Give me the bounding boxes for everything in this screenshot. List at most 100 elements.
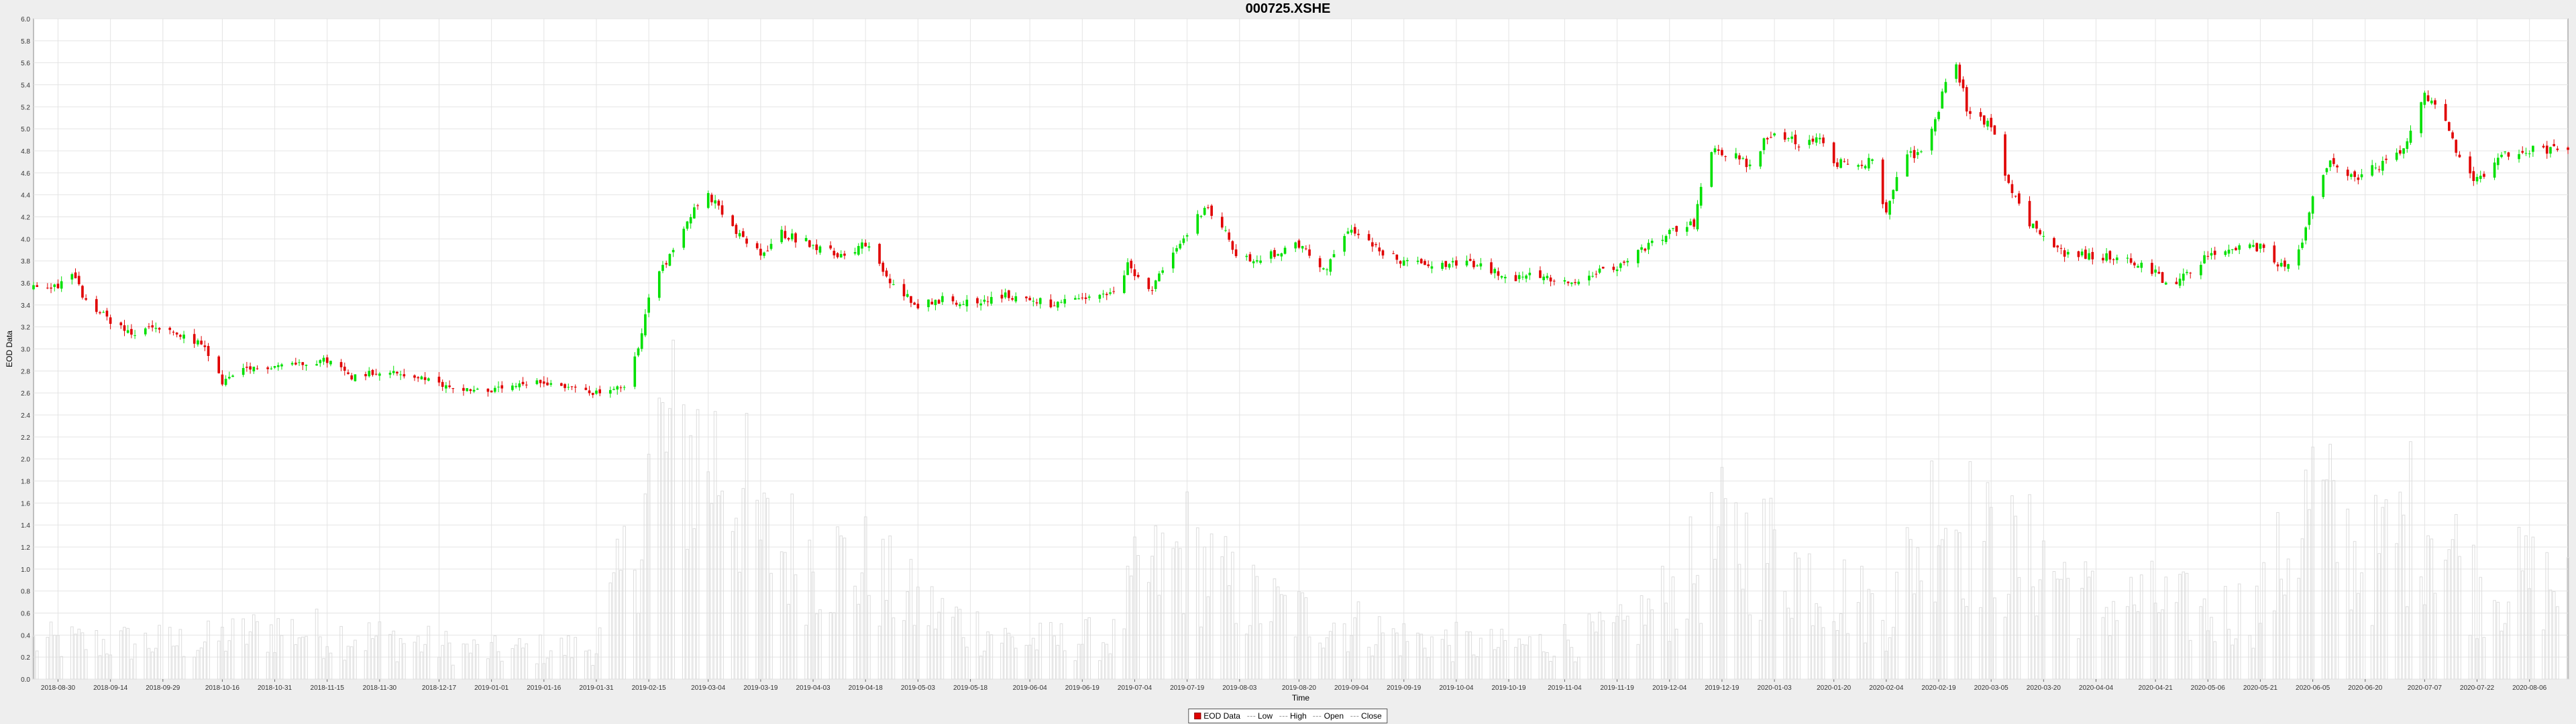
volume-bar (839, 535, 843, 680)
candle-body (1028, 298, 1031, 300)
candle-body (2186, 272, 2188, 274)
candle-body (378, 373, 381, 376)
candle-body (937, 300, 941, 304)
volume-bar (1881, 619, 1884, 680)
candle-body (1881, 159, 1884, 204)
candle-body (1637, 249, 1640, 263)
volume-bar (696, 409, 700, 680)
volume-bar (1647, 598, 1650, 680)
volume-bar (1745, 512, 1748, 680)
volume-bar (1993, 597, 1996, 680)
candle-body (2469, 156, 2471, 174)
volume-bar (2328, 444, 2332, 680)
candle-body (1416, 260, 1419, 262)
volume-bar (1940, 539, 1944, 680)
candle-body (1493, 269, 1497, 274)
candle-body (322, 357, 325, 362)
candle-body (437, 376, 441, 383)
candle-body (2308, 212, 2311, 225)
candle-body (148, 326, 150, 328)
candle-body (955, 302, 958, 305)
volume-bar (60, 656, 64, 680)
candle-body (1958, 64, 1962, 83)
candle-body (1357, 233, 1360, 235)
volume-bar (2377, 553, 2381, 680)
candle-body (2479, 176, 2482, 179)
x-tick-label: 2019-10-04 (1439, 684, 1474, 692)
candle-body (1150, 290, 1154, 291)
volume-bar (2475, 638, 2479, 680)
volume-bar (2227, 629, 2231, 680)
y-tick-label: 4.6 (21, 170, 30, 178)
volume-bar (1049, 622, 1053, 680)
candle-body (200, 341, 203, 345)
candle-body (1371, 242, 1374, 247)
volume-bar (476, 644, 480, 680)
candle-body (1395, 254, 1399, 260)
legend-item-low: Low (1246, 711, 1273, 721)
volume-bar (1451, 661, 1455, 680)
candle-body (1308, 249, 1311, 256)
volume-bar (221, 627, 224, 680)
volume-bar (1419, 634, 1424, 680)
volume-bar (1332, 622, 1336, 680)
volume-bar (598, 627, 602, 680)
candle-body (1130, 260, 1133, 269)
x-tick-label: 2020-03-20 (2027, 684, 2061, 692)
candle-body (1672, 228, 1674, 229)
candle-body (2154, 269, 2157, 273)
volume-bar (1895, 571, 1898, 680)
candle-body (888, 278, 892, 284)
volume-bar (682, 404, 686, 680)
candle-body (325, 357, 329, 363)
candle-body (56, 284, 60, 288)
candle-body (913, 302, 916, 305)
candle-body (1668, 229, 1671, 235)
volume-bar (1674, 628, 1678, 680)
candle-body (2500, 154, 2503, 158)
x-tick-label: 2020-05-06 (2191, 684, 2226, 692)
candle-body (1318, 258, 1322, 267)
x-tick-label: 2019-07-19 (1170, 684, 1205, 692)
volume-bar (1269, 621, 1273, 680)
candle-body (787, 238, 790, 240)
candle-body (1644, 248, 1647, 251)
volume-bar (633, 569, 637, 680)
volume-bar (224, 650, 227, 680)
candle-body (1577, 282, 1580, 284)
volume-bar (1010, 636, 1014, 680)
candle-body (1979, 112, 1982, 117)
volume-bar (612, 572, 616, 680)
volume-bar (1566, 640, 1570, 680)
candle-body (364, 374, 367, 377)
candle-body (392, 371, 395, 373)
candle-body (1790, 136, 1793, 139)
volume-bar (290, 619, 294, 680)
volume-bar (199, 647, 203, 680)
candle-body (1406, 259, 1409, 261)
volume-bar (2042, 540, 2045, 680)
volume-bar (2496, 601, 2500, 680)
candle-body (374, 373, 378, 375)
candle-body (1497, 271, 1500, 276)
volume-bar (672, 339, 675, 680)
candle-body (633, 356, 637, 387)
candle-body (1721, 149, 1723, 156)
volume-bar (2325, 479, 2328, 680)
candle-body (1675, 226, 1678, 232)
x-tick-label: 2020-03-05 (1974, 684, 2009, 692)
x-tick-label: 2019-05-18 (953, 684, 988, 692)
candle-body (2248, 244, 2251, 248)
volume-bar (1080, 644, 1084, 680)
volume-bar (1077, 644, 1081, 680)
volume-bar (2384, 499, 2388, 680)
candle-body (2255, 243, 2259, 251)
candle-body (123, 325, 126, 331)
candle-body (105, 310, 109, 317)
y-tick-label: 1.4 (21, 522, 30, 530)
candle-body (1259, 260, 1262, 263)
candle-body (867, 246, 871, 248)
candle-body (1133, 269, 1136, 276)
open-swatch-icon (1313, 715, 1322, 717)
candle-body (2402, 148, 2405, 154)
